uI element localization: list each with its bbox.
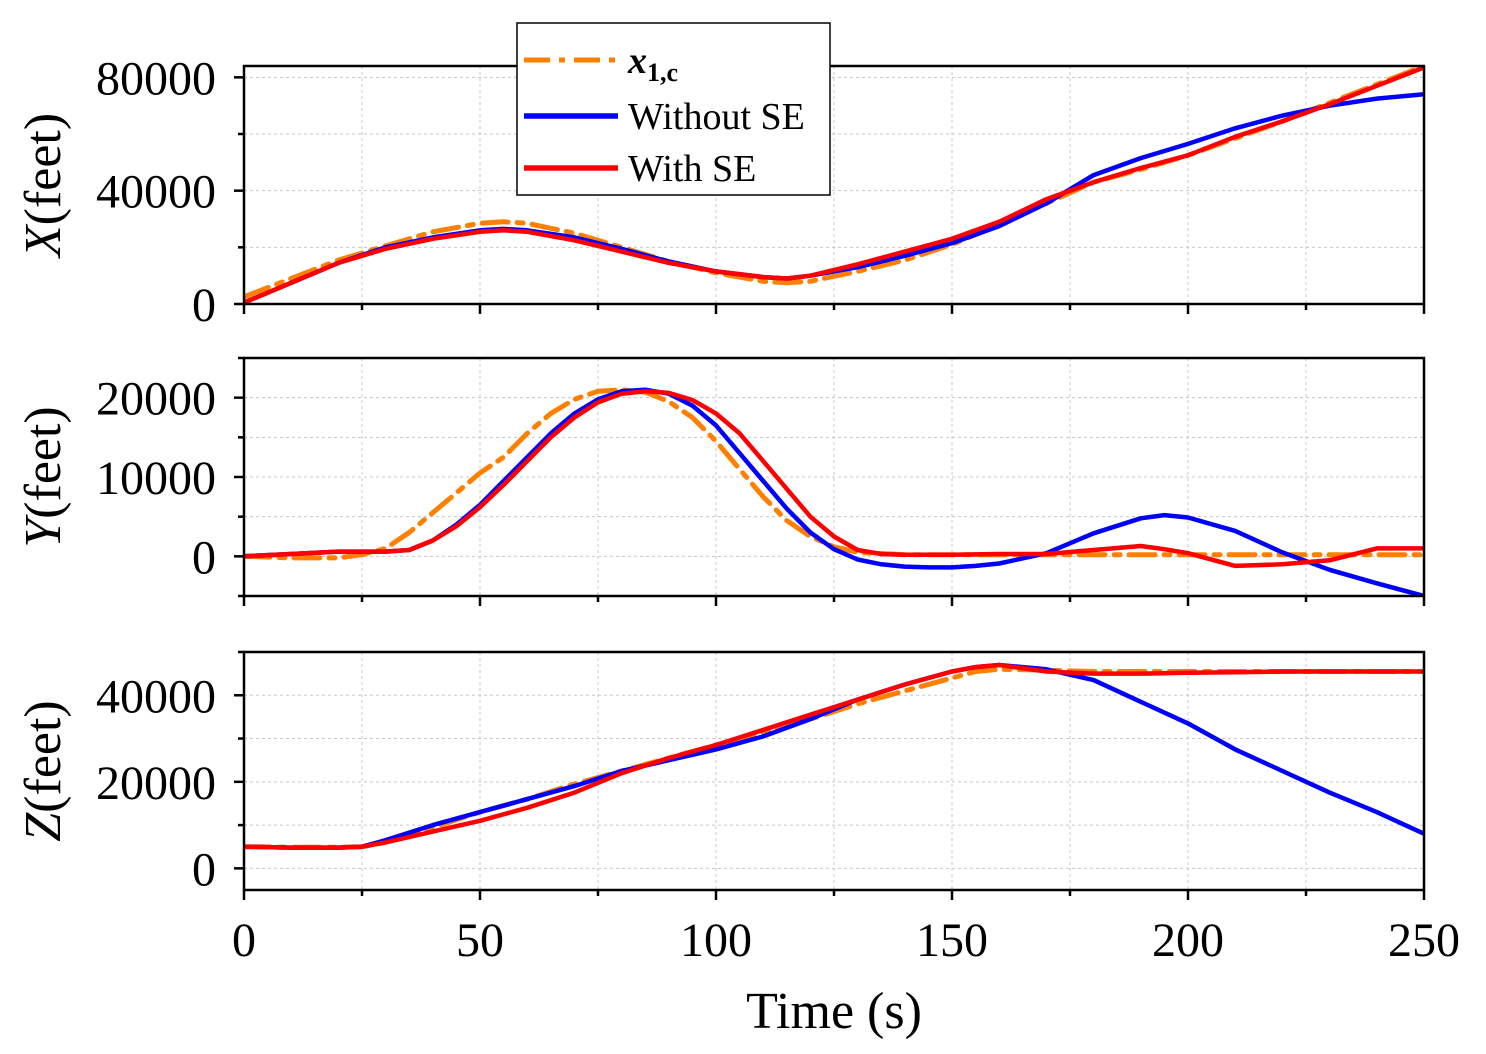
legend-label-without-se: Without SE (628, 96, 805, 138)
subplot-y: 0 10000 20000 Y(feet) (15, 356, 1426, 606)
y-tick-label: 0 (192, 279, 216, 332)
y-tick-label: 20000 (96, 373, 216, 426)
y-axis-title: X(feet) (15, 113, 72, 259)
y-tick-label: 40000 (96, 670, 216, 723)
y-tick-label: 20000 (96, 757, 216, 810)
series-line-with-se (244, 389, 1424, 569)
legend: x1,c Without SE With SE (516, 22, 831, 196)
y-tick-label: 10000 (96, 452, 216, 505)
y-axis-title: Z(feet) (15, 700, 72, 841)
x-tick-label: 0 (232, 914, 256, 967)
subplot-x: 0 40000 80000 X(feet) (15, 52, 1426, 332)
legend-label-with-se: With SE (628, 148, 756, 190)
y-tick-label: 80000 (96, 52, 216, 105)
x-tick-label: 200 (1152, 914, 1224, 967)
y-tick-label: 0 (192, 531, 216, 584)
series-line-with-se (244, 66, 1424, 304)
plots-area: 04000080000X(feet)01000020000Y(feet)0200… (15, 52, 1460, 967)
x-tick-label: 150 (916, 914, 988, 967)
y-axis-unit: (feet) (15, 406, 72, 519)
y-axis-variable: Y (15, 514, 72, 548)
y-axis-unit: (feet) (15, 700, 72, 813)
series-line-with-se (244, 662, 1424, 850)
x-tick-label: 250 (1388, 914, 1460, 967)
y-tick-label: 40000 (96, 166, 216, 219)
legend-label-x1c: x1,c (627, 40, 678, 87)
y-axis-title: Y(feet) (15, 406, 72, 547)
x-tick-label: 50 (456, 914, 504, 967)
x-tick-label: 100 (680, 914, 752, 967)
series-line-x1c (244, 387, 1424, 561)
x-axis-title: Time (s) (746, 983, 922, 1040)
y-axis-unit: (feet) (15, 113, 72, 226)
y-axis-variable: X (15, 223, 72, 259)
y-axis-variable: Z (15, 812, 72, 842)
plot-frame (242, 650, 1426, 892)
y-tick-label: 0 (192, 843, 216, 896)
subplot-z: 0 20000 40000 Z(feet) (15, 650, 1426, 900)
